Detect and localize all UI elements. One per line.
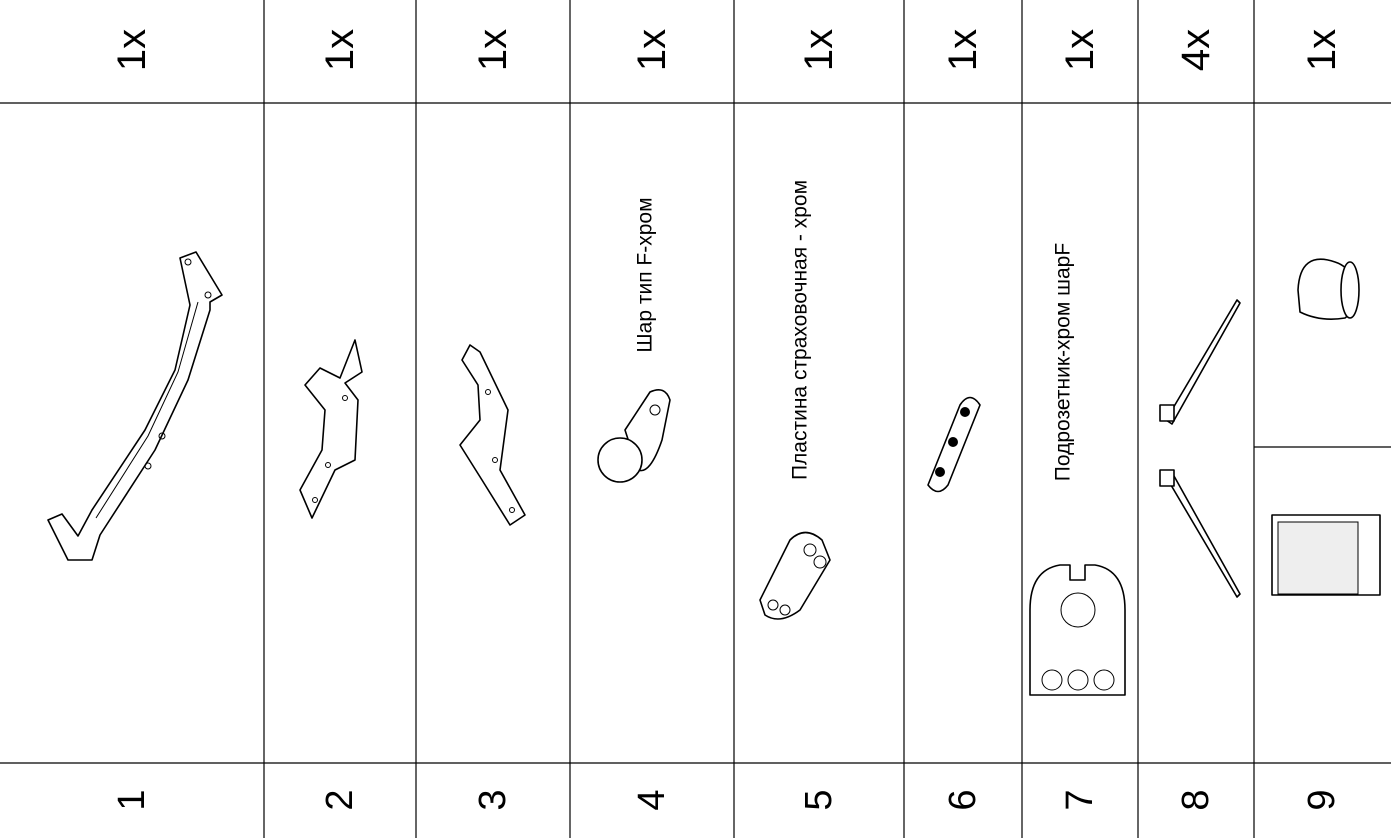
part-number: 7 <box>1059 789 1101 810</box>
part-number: 2 <box>319 789 361 810</box>
quantity: 1x <box>941 29 985 71</box>
part-number: 4 <box>631 789 673 810</box>
part-number: 8 <box>1175 789 1217 810</box>
quantity: 1x <box>630 29 674 71</box>
quantity: 1x <box>1300 29 1344 71</box>
part-label: Шар тип F-хром <box>634 197 657 352</box>
part-drawings <box>47 251 1381 696</box>
part-number: 3 <box>472 789 514 810</box>
quantity: 1x <box>797 29 841 71</box>
part-number: 9 <box>1301 789 1343 810</box>
quantity: 1x <box>110 29 154 71</box>
part-label: Пластина страховочная - хром <box>789 180 812 480</box>
quantity: 1x <box>318 29 362 71</box>
part-number: 1 <box>111 789 153 810</box>
quantity: 1x <box>471 29 515 71</box>
quantity: 4x <box>1174 29 1218 71</box>
part-label: Подрозетник-хром шарF <box>1052 243 1075 481</box>
part-number: 5 <box>798 789 840 810</box>
quantity: 1x <box>1058 29 1102 71</box>
part-number: 6 <box>942 789 984 810</box>
